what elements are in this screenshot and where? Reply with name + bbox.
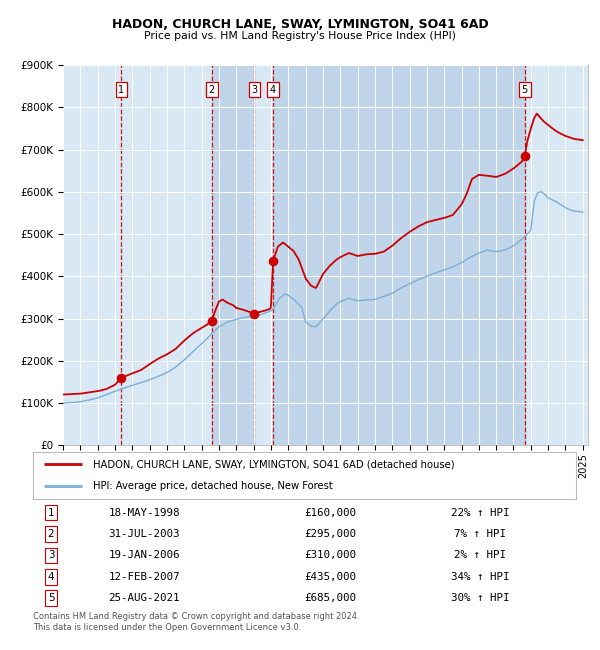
Text: 1: 1 xyxy=(47,508,55,517)
Text: Contains HM Land Registry data © Crown copyright and database right 2024.: Contains HM Land Registry data © Crown c… xyxy=(33,612,359,621)
Text: 2% ↑ HPI: 2% ↑ HPI xyxy=(454,551,506,560)
Bar xyxy=(273,65,525,445)
Bar xyxy=(212,65,254,445)
Text: 4: 4 xyxy=(270,84,276,95)
Text: 25-AUG-2021: 25-AUG-2021 xyxy=(108,593,180,603)
Text: 22% ↑ HPI: 22% ↑ HPI xyxy=(451,508,509,517)
Text: £310,000: £310,000 xyxy=(304,551,356,560)
Text: 7% ↑ HPI: 7% ↑ HPI xyxy=(454,529,506,539)
Text: 2: 2 xyxy=(47,529,55,539)
Text: 18-MAY-1998: 18-MAY-1998 xyxy=(108,508,180,517)
Text: £295,000: £295,000 xyxy=(304,529,356,539)
Text: 3: 3 xyxy=(251,84,257,95)
Point xyxy=(250,309,259,320)
Text: 31-JUL-2003: 31-JUL-2003 xyxy=(108,529,180,539)
Text: 5: 5 xyxy=(47,593,55,603)
Text: 2: 2 xyxy=(209,84,215,95)
Text: HADON, CHURCH LANE, SWAY, LYMINGTON, SO41 6AD (detached house): HADON, CHURCH LANE, SWAY, LYMINGTON, SO4… xyxy=(93,460,454,469)
Text: £685,000: £685,000 xyxy=(304,593,356,603)
Text: 12-FEB-2007: 12-FEB-2007 xyxy=(108,572,180,582)
Point xyxy=(268,256,278,266)
Text: 3: 3 xyxy=(47,551,55,560)
Text: 30% ↑ HPI: 30% ↑ HPI xyxy=(451,593,509,603)
Text: 5: 5 xyxy=(521,84,528,95)
Point xyxy=(207,315,217,326)
Text: HADON, CHURCH LANE, SWAY, LYMINGTON, SO41 6AD: HADON, CHURCH LANE, SWAY, LYMINGTON, SO4… xyxy=(112,18,488,31)
Text: 4: 4 xyxy=(47,572,55,582)
Text: 34% ↑ HPI: 34% ↑ HPI xyxy=(451,572,509,582)
Text: 19-JAN-2006: 19-JAN-2006 xyxy=(108,551,180,560)
Text: £160,000: £160,000 xyxy=(304,508,356,517)
Text: This data is licensed under the Open Government Licence v3.0.: This data is licensed under the Open Gov… xyxy=(33,623,301,632)
Point xyxy=(520,151,530,161)
Text: £435,000: £435,000 xyxy=(304,572,356,582)
Text: HPI: Average price, detached house, New Forest: HPI: Average price, detached house, New … xyxy=(93,481,332,491)
Point xyxy=(116,372,126,383)
Text: Price paid vs. HM Land Registry's House Price Index (HPI): Price paid vs. HM Land Registry's House … xyxy=(144,31,456,41)
Text: 1: 1 xyxy=(118,84,124,95)
